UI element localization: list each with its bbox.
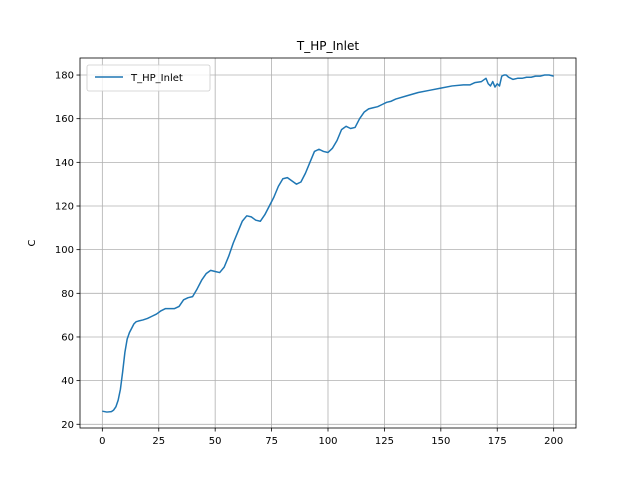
y-tick-label: 80: [61, 289, 74, 300]
plot-area: [102, 74, 554, 413]
y-tick-label: 60: [61, 332, 74, 343]
y-tick-label: 160: [55, 114, 74, 125]
x-tick-label: 125: [375, 436, 394, 447]
y-tick-label: 100: [55, 245, 74, 256]
x-tick-label: 100: [318, 436, 337, 447]
x-tick-label: 75: [265, 436, 278, 447]
y-tick-label: 20: [61, 420, 74, 431]
y-tick-label: 40: [61, 376, 74, 387]
x-tick-label: 0: [99, 436, 105, 447]
y-axis-ticks: 20 40 60 80 100 120 140 160 180: [55, 71, 80, 431]
x-tick-label: 50: [209, 436, 222, 447]
x-tick-label: 200: [544, 436, 563, 447]
x-tick-label: 25: [152, 436, 165, 447]
legend: T_HP_Inlet: [86, 64, 211, 92]
y-tick-label: 140: [55, 158, 74, 169]
legend-label: T_HP_Inlet: [130, 73, 183, 84]
y-tick-label: 120: [55, 202, 74, 213]
y-axis-label: C: [27, 239, 38, 246]
x-axis-ticks: 0 25 50 75 100 125 150 175 200: [99, 428, 563, 447]
x-tick-label: 150: [431, 436, 450, 447]
y-tick-label: 180: [55, 71, 74, 82]
grid-lines: [80, 58, 576, 428]
legend-box: [86, 64, 211, 92]
chart-title: T_HP_Inlet: [296, 39, 359, 53]
x-tick-label: 175: [488, 436, 507, 447]
series-line-t-hp-inlet: [102, 74, 554, 413]
